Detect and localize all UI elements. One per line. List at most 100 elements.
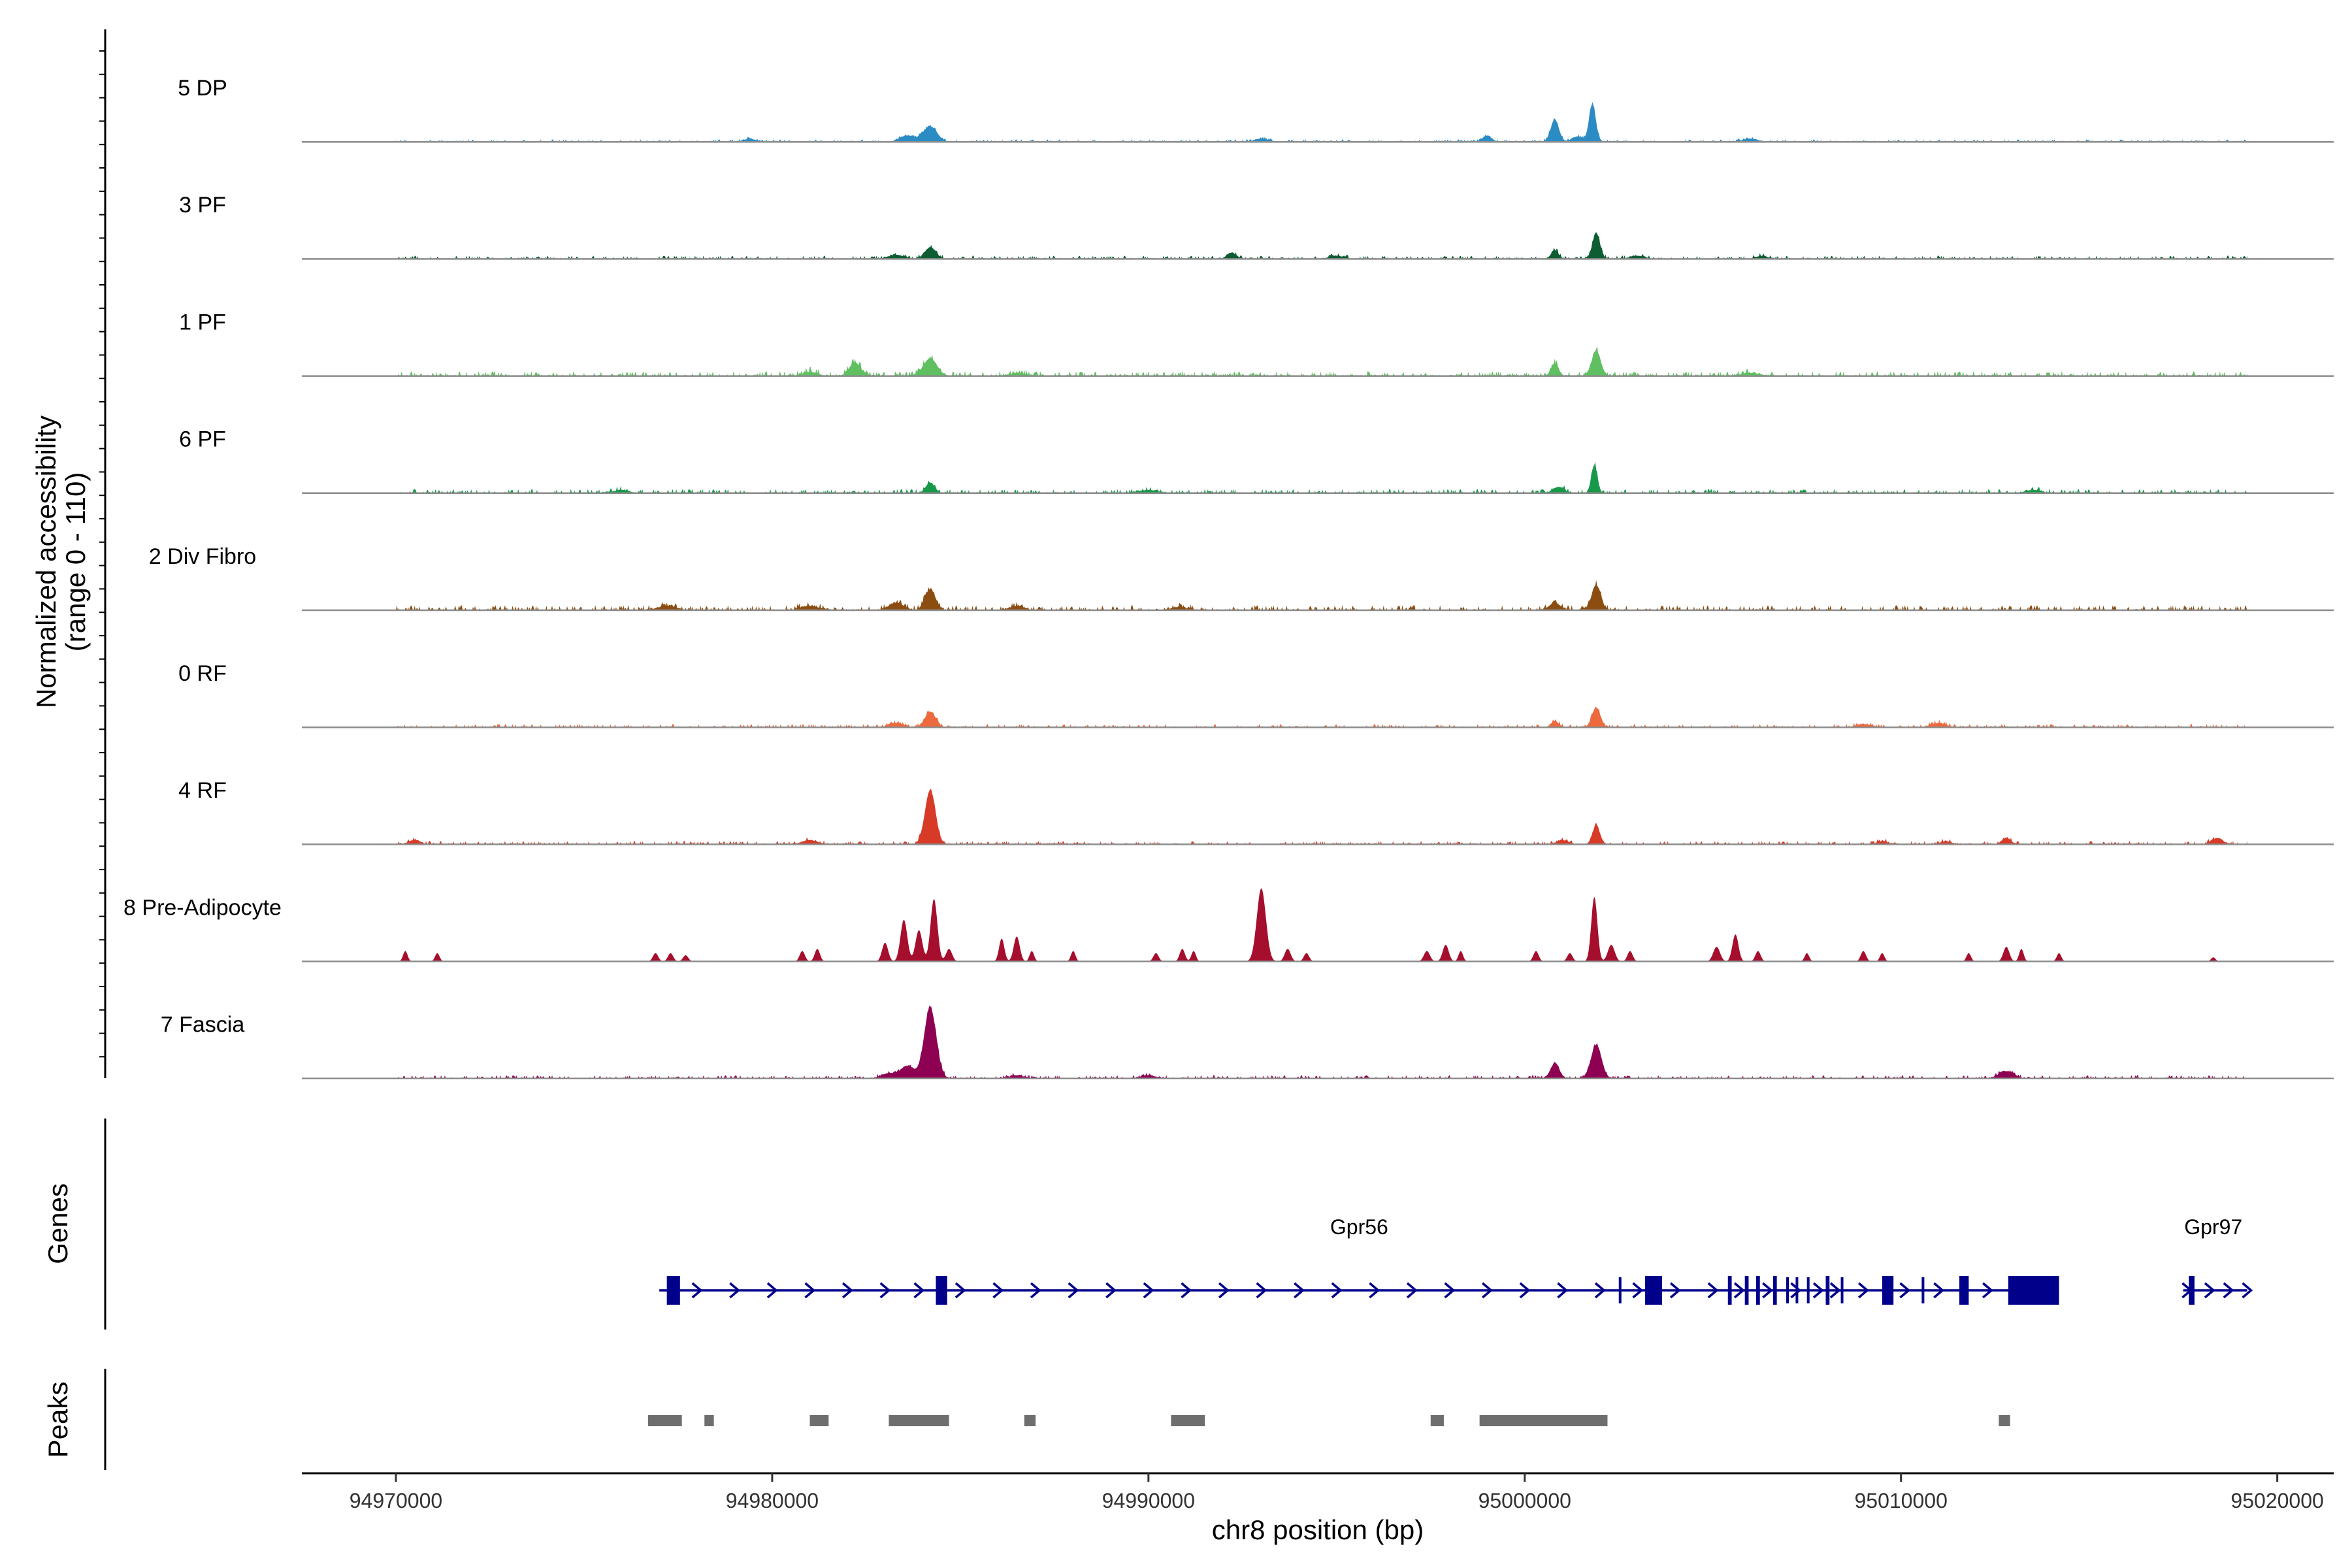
strand-chevron [879, 1282, 891, 1299]
gene-exon [1756, 1276, 1760, 1305]
gene-label: Gpr56 [1330, 1215, 1388, 1239]
track-label: 8 Pre-Adipocyte [123, 895, 282, 920]
gene-exon [1882, 1276, 1894, 1305]
strand-chevron [1369, 1282, 1380, 1299]
genes-panel-title: Genes [42, 1183, 73, 1264]
peak-region [1430, 1415, 1444, 1426]
coverage-area [396, 707, 2247, 728]
gene-exon [1786, 1277, 1789, 1303]
gene-exon [1645, 1276, 1662, 1305]
coverage-y-ticks [99, 50, 105, 1058]
strand-chevron [1557, 1282, 1569, 1299]
gene-model: Gpr97 [2181, 1215, 2253, 1305]
strand-chevron [1762, 1282, 1773, 1299]
gene-model: Gpr56 [659, 1215, 2059, 1305]
strand-chevron [1068, 1282, 1079, 1299]
gene-exon [1795, 1277, 1799, 1303]
gene-exon [1618, 1277, 1622, 1303]
strand-chevron [992, 1282, 1004, 1299]
x-tick-label: 95000000 [1478, 1489, 1571, 1512]
gene-exon [1806, 1277, 1810, 1303]
strand-chevron [1519, 1282, 1531, 1299]
strand-chevron [1899, 1282, 1911, 1299]
strand-chevron [1707, 1282, 1719, 1299]
coverage-area [396, 232, 2247, 259]
track-label: 6 PF [179, 427, 226, 452]
gene-exon [666, 1276, 680, 1305]
x-tick-label: 95020000 [2230, 1489, 2323, 1512]
strand-chevron [1733, 1282, 1745, 1299]
coverage-area [396, 1005, 2247, 1079]
strand-chevron [1933, 1282, 1944, 1299]
gene-exon [1772, 1276, 1777, 1305]
coverage-track: 1 PF [179, 310, 2334, 377]
strand-chevron [2242, 1282, 2253, 1299]
peak-region [647, 1415, 682, 1426]
gene-models: Gpr56 Gpr97 [659, 1215, 2253, 1305]
strand-chevron [1857, 1282, 1869, 1299]
coverage-track: 0 RF [178, 661, 2334, 728]
peak-region [1999, 1415, 2010, 1426]
strand-chevron [1030, 1282, 1041, 1299]
x-tick-label: 94980000 [726, 1489, 819, 1512]
coverage-track: 3 PF [179, 193, 2334, 260]
genes-panel: Genes Gpr56 Gpr97 [42, 1119, 2253, 1330]
peaks-panel-title: Peaks [42, 1382, 73, 1458]
strand-chevron [691, 1282, 703, 1299]
peak-region [1479, 1415, 1608, 1426]
peaks-panel: Peaks [42, 1369, 2010, 1470]
strand-chevron [1218, 1282, 1230, 1299]
track-label: 0 RF [178, 661, 227, 686]
strand-chevron [1331, 1282, 1343, 1299]
coverage-track: 8 Pre-Adipocyte [123, 888, 2334, 962]
strand-chevron [1632, 1282, 1644, 1299]
strand-chevron [1444, 1282, 1456, 1299]
track-label: 2 Div Fibro [149, 544, 256, 569]
strand-chevron [2223, 1282, 2234, 1299]
gene-exon [1959, 1276, 1969, 1305]
strand-chevron [1294, 1282, 1305, 1299]
strand-chevron [766, 1282, 778, 1299]
strand-chevron [913, 1282, 925, 1299]
gene-exon [2008, 1276, 2059, 1305]
strand-chevron [2204, 1282, 2215, 1299]
coverage-track: 7 Fascia [161, 1005, 2334, 1080]
coverage-track: 5 DP [178, 76, 2334, 143]
peak-region [809, 1415, 829, 1426]
gene-exon [2189, 1276, 2195, 1305]
strand-chevron [1982, 1282, 1993, 1299]
coverage-area [396, 346, 2247, 376]
x-tick-label: 94970000 [350, 1489, 442, 1512]
x-tick-label: 95010000 [1854, 1489, 1947, 1512]
gene-exon [1840, 1277, 1844, 1303]
track-label: 5 DP [178, 76, 227, 101]
strand-chevron [841, 1282, 853, 1299]
gene-exon [1727, 1276, 1732, 1305]
track-label: 4 RF [178, 778, 227, 803]
strand-chevron [804, 1282, 816, 1299]
coverage-panel: Normalized accessibility (range 0 - 110)… [31, 29, 2334, 1080]
gene-exon [936, 1276, 947, 1305]
strand-chevron [1181, 1282, 1192, 1299]
gene-exon [1825, 1276, 1830, 1305]
strand-chevron [1669, 1282, 1681, 1299]
coverage-track: 4 RF [178, 778, 2334, 845]
strand-chevron [1482, 1282, 1493, 1299]
peak-region [1171, 1415, 1205, 1426]
coverage-track: 2 Div Fibro [149, 544, 2334, 612]
x-axis-title: chr8 position (bp) [1212, 1514, 1424, 1545]
coverage-area [396, 102, 2247, 142]
y-axis-title-line2: (range 0 - 110) [60, 472, 91, 652]
x-tick-label: 94990000 [1102, 1489, 1195, 1512]
x-axis: 94970000 94980000 94990000 95000000 95010000… [302, 1472, 2334, 1545]
strand-chevron [1406, 1282, 1418, 1299]
gene-exon [1744, 1276, 1749, 1305]
gene-label: Gpr97 [2184, 1215, 2242, 1239]
strand-chevron [1105, 1282, 1117, 1299]
peak-region [704, 1415, 714, 1426]
strand-chevron [1143, 1282, 1154, 1299]
peak-region [1024, 1415, 1036, 1426]
track-label: 1 PF [179, 310, 226, 335]
strand-chevron [1594, 1282, 1606, 1299]
